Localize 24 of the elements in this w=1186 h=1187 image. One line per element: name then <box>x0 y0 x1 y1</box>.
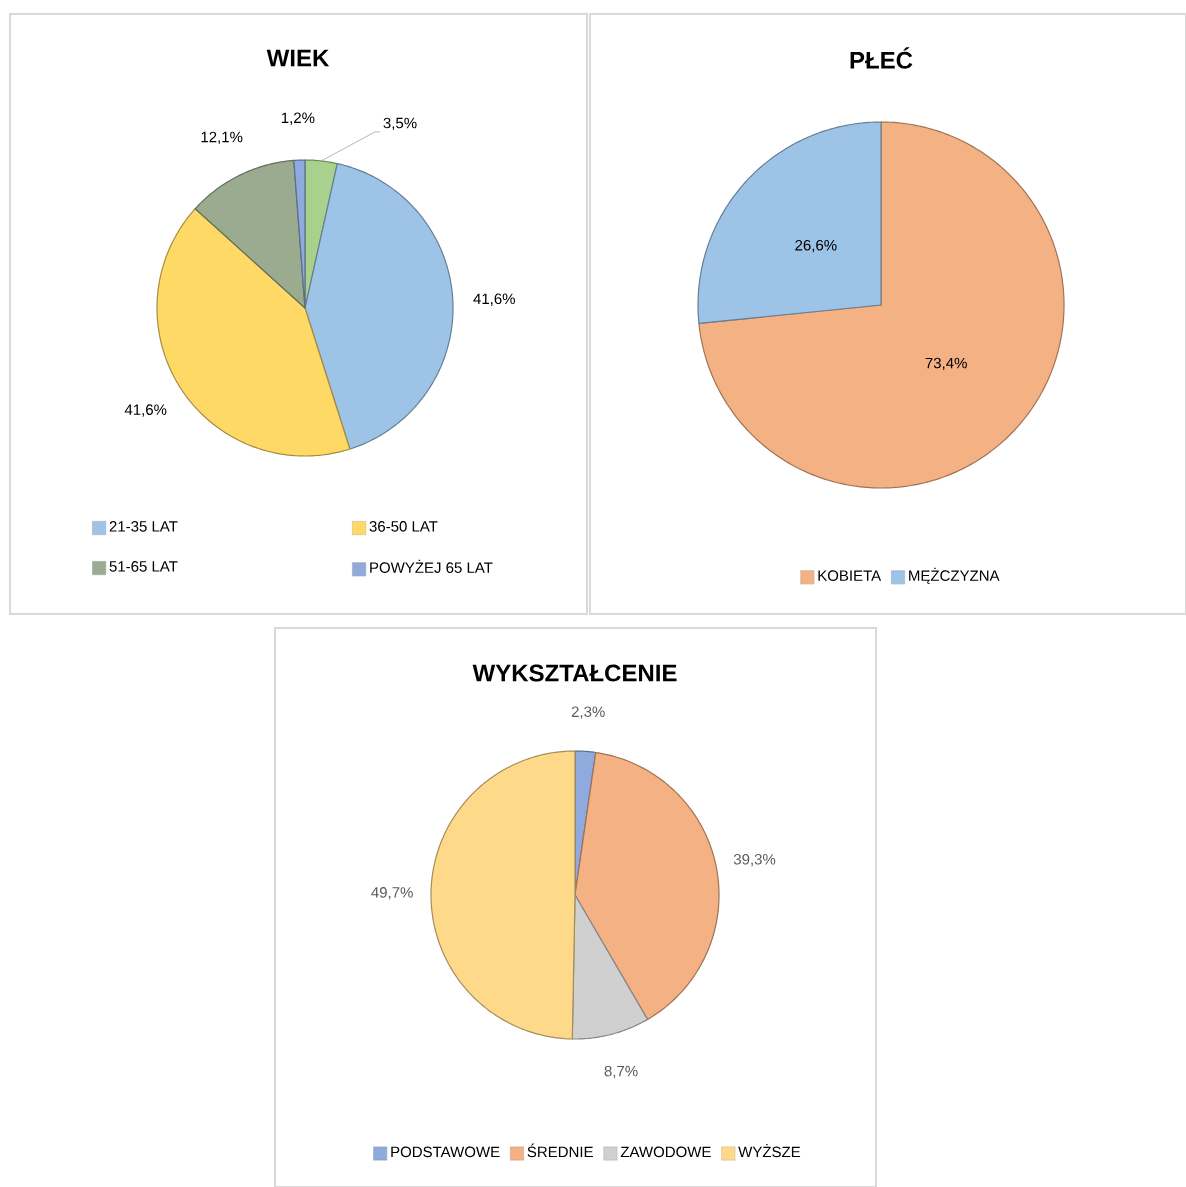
data-label: 73,4% <box>925 357 967 371</box>
data-label: 1,2% <box>281 112 315 125</box>
data-label: 41,6% <box>473 293 515 306</box>
chart-title: WIEK <box>266 49 330 67</box>
legend-label: 51-65 LAT <box>109 561 178 572</box>
data-label: 41,6% <box>124 404 167 417</box>
legend-label: WYŻSZE <box>738 1144 801 1158</box>
legend-label: 36-50 LAT <box>369 521 438 532</box>
legend-label: 21-35 LAT <box>109 521 178 532</box>
data-label: 49,7% <box>371 887 413 900</box>
data-label: 39,3% <box>733 853 776 867</box>
legend-label: ZAWODOWE <box>620 1146 711 1158</box>
legend-label: ŚREDNIE <box>527 1143 593 1158</box>
data-label: 8,7% <box>604 1065 638 1079</box>
data-label: 12,1% <box>201 131 243 145</box>
data-label: 3,5% <box>383 117 417 131</box>
legend-label: KOBIETA <box>818 570 882 581</box>
legend-label: POWYŻEJ 65 LAT <box>370 559 493 573</box>
legend-label: MĘŻCZYZNA <box>909 567 1000 584</box>
data-label: 2,3% <box>571 706 605 719</box>
data-label: 26,6% <box>795 239 837 253</box>
legend-label: PODSTAWOWE <box>391 1146 500 1158</box>
chart-title: WYKSZTAŁCENIE <box>472 664 677 682</box>
chart-title: PŁEĆ <box>850 47 913 69</box>
